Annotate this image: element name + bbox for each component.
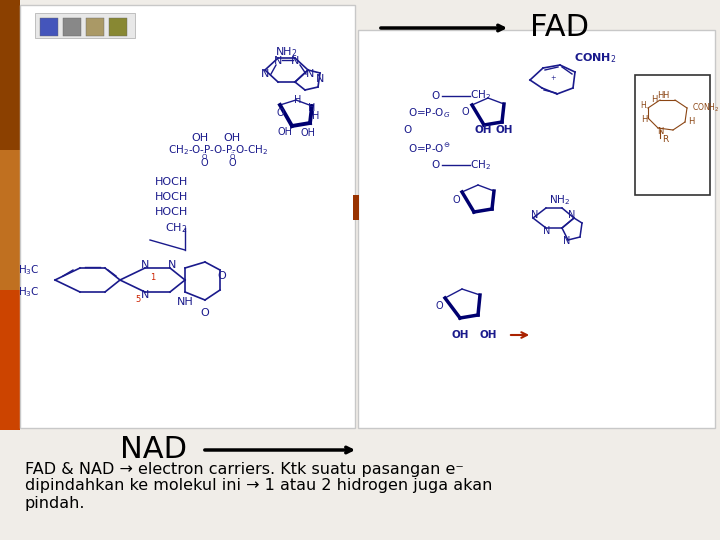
Bar <box>635 75 710 195</box>
Bar <box>0 150 20 290</box>
Text: O: O <box>200 158 208 168</box>
Text: OH: OH <box>495 125 513 135</box>
Bar <box>35 13 135 38</box>
Text: OH: OH <box>451 330 469 340</box>
Text: OH: OH <box>192 133 209 143</box>
Text: HOCH: HOCH <box>155 207 188 217</box>
Text: OH: OH <box>277 127 292 137</box>
Text: HOCH: HOCH <box>155 177 188 187</box>
Text: O: O <box>276 108 284 118</box>
Text: O: O <box>217 271 226 281</box>
Text: NH: NH <box>176 297 194 307</box>
Bar <box>109 18 127 36</box>
Text: N: N <box>316 74 324 84</box>
Text: N: N <box>168 260 176 270</box>
Text: dipindahkan ke molekul ini → 1 atau 2 hidrogen juga akan: dipindahkan ke molekul ini → 1 atau 2 hi… <box>25 478 492 493</box>
Bar <box>0 290 20 430</box>
Text: N: N <box>568 210 576 220</box>
Text: H: H <box>294 95 302 105</box>
Text: FAD & NAD → electron carriers. Ktk suatu pasangan e⁻: FAD & NAD → electron carriers. Ktk suatu… <box>25 462 464 477</box>
Text: H: H <box>688 118 694 126</box>
Text: N: N <box>291 56 300 66</box>
Text: NH$_2$: NH$_2$ <box>549 193 570 207</box>
Text: O: O <box>228 158 236 168</box>
Text: H: H <box>662 91 668 100</box>
Text: H: H <box>642 116 648 125</box>
Bar <box>0 0 20 150</box>
Text: HOCH: HOCH <box>155 192 188 202</box>
Text: Ö: Ö <box>202 153 207 160</box>
Bar <box>86 18 104 36</box>
Text: O: O <box>431 160 439 170</box>
Bar <box>353 195 359 220</box>
Text: Ö: Ö <box>229 153 235 160</box>
Text: O=P-O$_G$: O=P-O$_G$ <box>408 106 451 120</box>
Text: CH$_2$: CH$_2$ <box>469 158 490 172</box>
Text: N: N <box>141 290 149 300</box>
Text: OH: OH <box>480 330 497 340</box>
Text: N: N <box>306 69 314 79</box>
Text: 5: 5 <box>135 295 140 305</box>
Bar <box>40 18 58 36</box>
Text: O: O <box>462 107 469 117</box>
Text: H: H <box>651 96 657 105</box>
Text: H: H <box>312 111 320 121</box>
Text: CONH$_2$: CONH$_2$ <box>692 102 719 114</box>
Text: O: O <box>201 308 210 318</box>
Text: $^+$: $^+$ <box>549 75 557 85</box>
Text: O=P-O$^{\ominus}$: O=P-O$^{\ominus}$ <box>408 141 451 154</box>
Text: CH$_2$: CH$_2$ <box>469 88 490 102</box>
Text: 1: 1 <box>150 273 156 282</box>
Bar <box>358 30 715 428</box>
Text: CH$_2$: CH$_2$ <box>165 221 187 235</box>
Text: O: O <box>436 301 443 311</box>
Text: N: N <box>274 56 282 66</box>
Text: N: N <box>141 260 149 270</box>
Text: O: O <box>431 91 439 101</box>
Text: H$_3$C: H$_3$C <box>19 263 40 277</box>
Text: NAD: NAD <box>120 435 187 464</box>
Text: OH: OH <box>300 128 315 138</box>
Text: N: N <box>657 127 663 137</box>
Bar <box>63 18 81 36</box>
Text: O: O <box>452 195 460 205</box>
Text: R: R <box>662 136 668 145</box>
Text: H$_3$C: H$_3$C <box>19 285 40 299</box>
Text: OH: OH <box>474 125 492 135</box>
Text: H: H <box>308 103 315 113</box>
Text: OH: OH <box>223 133 240 143</box>
Text: N: N <box>261 69 269 79</box>
Text: NH$_2$: NH$_2$ <box>275 45 297 59</box>
Text: O: O <box>404 125 412 135</box>
Text: FAD: FAD <box>530 14 589 43</box>
Text: N: N <box>563 236 571 246</box>
Text: CONH$_2$: CONH$_2$ <box>574 51 616 65</box>
Text: H.: H. <box>640 102 648 111</box>
Text: N: N <box>544 226 551 236</box>
Text: N: N <box>531 210 539 220</box>
Text: CH$_2$-O-P-O-P-O-CH$_2$: CH$_2$-O-P-O-P-O-CH$_2$ <box>168 143 269 157</box>
Text: pindah.: pindah. <box>25 496 86 511</box>
Bar <box>20 5 355 428</box>
Text: H: H <box>657 91 663 100</box>
